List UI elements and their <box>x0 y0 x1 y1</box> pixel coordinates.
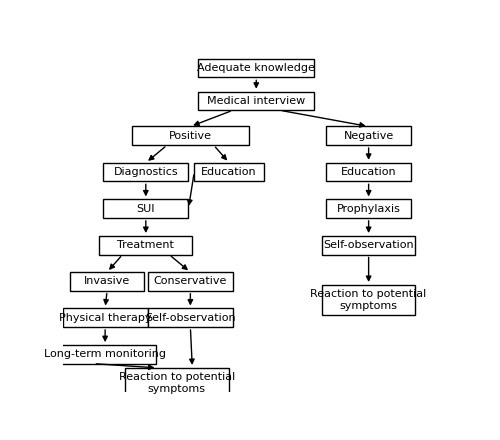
FancyBboxPatch shape <box>148 308 233 327</box>
Text: SUI: SUI <box>136 204 155 214</box>
Text: Education: Education <box>202 167 257 177</box>
Text: Physical therapy: Physical therapy <box>59 313 152 323</box>
Text: Diagnostics: Diagnostics <box>114 167 178 177</box>
FancyBboxPatch shape <box>326 199 411 218</box>
Text: Prophylaxis: Prophylaxis <box>336 204 400 214</box>
FancyBboxPatch shape <box>326 163 411 181</box>
FancyBboxPatch shape <box>103 163 188 181</box>
Text: Treatment: Treatment <box>118 240 174 250</box>
FancyBboxPatch shape <box>148 272 233 291</box>
FancyBboxPatch shape <box>103 199 188 218</box>
Text: Reaction to potential
symptoms: Reaction to potential symptoms <box>118 372 235 394</box>
FancyBboxPatch shape <box>322 236 415 255</box>
Text: Positive: Positive <box>169 131 212 141</box>
FancyBboxPatch shape <box>70 272 144 291</box>
FancyBboxPatch shape <box>62 308 148 327</box>
FancyBboxPatch shape <box>124 368 229 398</box>
FancyBboxPatch shape <box>55 345 156 363</box>
Text: Invasive: Invasive <box>84 276 130 286</box>
Text: Medical interview: Medical interview <box>207 96 306 106</box>
FancyBboxPatch shape <box>198 92 314 110</box>
FancyBboxPatch shape <box>194 163 264 181</box>
FancyBboxPatch shape <box>132 126 248 145</box>
Text: Adequate knowledge: Adequate knowledge <box>198 63 315 73</box>
Text: Conservative: Conservative <box>154 276 227 286</box>
Text: Self-observation: Self-observation <box>324 240 414 250</box>
Text: Long-term monitoring: Long-term monitoring <box>44 349 166 359</box>
FancyBboxPatch shape <box>100 236 192 255</box>
Text: Education: Education <box>341 167 396 177</box>
FancyBboxPatch shape <box>322 285 415 315</box>
Text: Self-observation: Self-observation <box>145 313 236 323</box>
FancyBboxPatch shape <box>326 126 411 145</box>
FancyBboxPatch shape <box>198 59 314 77</box>
Text: Negative: Negative <box>344 131 394 141</box>
Text: Reaction to potential
symptoms: Reaction to potential symptoms <box>310 290 427 311</box>
